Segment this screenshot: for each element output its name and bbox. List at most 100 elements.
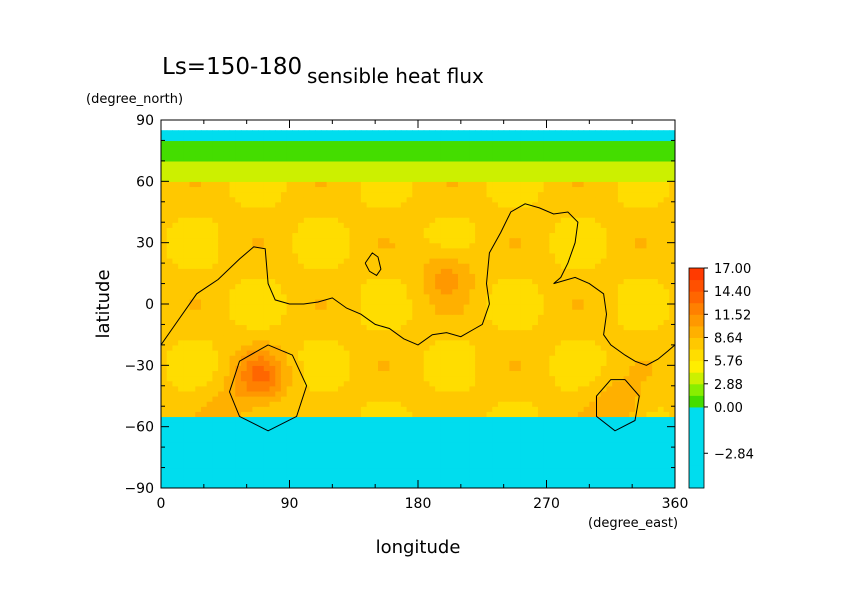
heatmap-cell xyxy=(240,339,248,346)
heatmap-cell xyxy=(395,237,402,244)
heatmap-cell xyxy=(475,314,482,320)
heatmap-cell xyxy=(212,426,219,433)
heatmap-cell xyxy=(166,344,174,351)
heatmap-cell xyxy=(280,447,288,453)
heatmap-cell xyxy=(549,447,556,453)
heatmap-cell xyxy=(183,406,191,412)
heatmap-cell xyxy=(400,324,408,331)
heatmap-cell xyxy=(669,416,675,423)
heatmap-cell xyxy=(560,401,568,407)
heatmap-cell xyxy=(360,462,368,469)
heatmap-cell xyxy=(280,252,288,259)
heatmap-cell xyxy=(537,258,545,264)
heatmap-cell xyxy=(635,314,642,320)
heatmap-cell xyxy=(338,237,345,244)
heatmap-cell xyxy=(383,452,391,458)
heatmap-cell xyxy=(263,421,271,428)
heatmap-cell xyxy=(623,324,630,331)
heatmap-cell xyxy=(252,447,259,453)
heatmap-cell xyxy=(395,421,402,428)
heatmap-cell xyxy=(446,406,453,412)
heatmap-cell xyxy=(183,237,191,244)
heatmap-cell xyxy=(269,324,276,331)
heatmap-cell xyxy=(355,217,362,223)
heatmap-cell xyxy=(389,339,396,346)
heatmap-cell xyxy=(343,457,351,464)
heatmap-cell xyxy=(161,334,168,341)
heatmap-cell xyxy=(195,350,202,356)
heatmap-cell xyxy=(338,416,345,423)
heatmap-cell xyxy=(315,477,322,484)
heatmap-cell xyxy=(206,334,213,341)
heatmap-cell xyxy=(537,242,545,249)
heatmap-cell xyxy=(652,242,659,249)
heatmap-cell xyxy=(383,467,391,474)
heatmap-cell xyxy=(429,426,436,433)
heatmap-cell xyxy=(446,319,453,326)
heatmap-cell xyxy=(509,237,516,244)
heatmap-cell xyxy=(355,227,362,234)
heatmap-cell xyxy=(366,258,373,264)
heatmap-cell xyxy=(669,252,675,259)
heatmap-cell xyxy=(537,406,545,412)
heatmap-cell xyxy=(509,396,516,402)
heatmap-cell xyxy=(463,283,470,290)
heatmap-cell xyxy=(280,350,288,356)
heatmap-cell xyxy=(600,401,608,407)
heatmap-cell xyxy=(503,314,510,320)
heatmap-cell xyxy=(172,370,179,377)
heatmap-cell xyxy=(280,411,288,418)
heatmap-cell xyxy=(583,242,590,249)
heatmap-cell xyxy=(469,247,476,254)
heatmap-cell xyxy=(338,385,345,392)
heatmap-cell xyxy=(286,436,293,443)
heatmap-cell xyxy=(161,309,168,315)
heatmap-cell xyxy=(549,452,556,458)
heatmap-cell xyxy=(258,319,265,326)
heatmap-cell xyxy=(509,206,516,213)
heatmap-cell xyxy=(320,452,328,458)
heatmap-cell xyxy=(606,442,613,448)
heatmap-cell xyxy=(532,406,539,412)
heatmap-cell xyxy=(235,201,242,208)
heatmap-cell xyxy=(218,288,225,295)
heatmap-cell xyxy=(537,268,545,274)
heatmap-cell xyxy=(566,319,573,326)
heatmap-cell xyxy=(440,401,448,407)
heatmap-cell xyxy=(583,288,590,295)
heatmap-cell xyxy=(161,201,168,208)
heatmap-cell xyxy=(332,462,339,469)
heatmap-cell xyxy=(406,442,413,448)
heatmap-cell xyxy=(383,339,391,346)
heatmap-cell xyxy=(663,442,670,448)
heatmap-cell xyxy=(195,334,202,341)
heatmap-cell xyxy=(298,258,305,264)
heatmap-cell xyxy=(286,355,293,361)
heatmap-cell xyxy=(395,258,402,264)
heatmap-cell xyxy=(577,431,585,438)
heatmap-cell xyxy=(583,452,590,458)
heatmap-cell xyxy=(246,416,253,423)
heatmap-cell xyxy=(509,416,516,423)
heatmap-cell xyxy=(652,396,659,402)
heatmap-cell xyxy=(183,380,191,387)
heatmap-cell xyxy=(195,390,202,397)
heatmap-cell xyxy=(509,217,516,223)
heatmap-cell xyxy=(657,426,665,433)
heatmap-cell xyxy=(635,360,642,366)
heatmap-cell xyxy=(286,462,293,469)
heatmap-cell xyxy=(469,385,476,392)
heatmap-cell xyxy=(663,350,670,356)
heatmap-cell xyxy=(161,319,168,326)
heatmap-cell xyxy=(463,217,470,223)
heatmap-cell xyxy=(206,227,213,234)
heatmap-cell xyxy=(286,339,293,346)
heatmap-cell xyxy=(360,436,368,443)
heatmap-cell xyxy=(292,339,299,346)
heatmap-cell xyxy=(400,268,408,274)
heatmap-cell xyxy=(235,370,242,377)
heatmap-cell xyxy=(218,242,225,249)
heatmap-cell xyxy=(378,385,385,392)
heatmap-cell xyxy=(492,293,499,300)
heatmap-cell xyxy=(452,263,459,269)
